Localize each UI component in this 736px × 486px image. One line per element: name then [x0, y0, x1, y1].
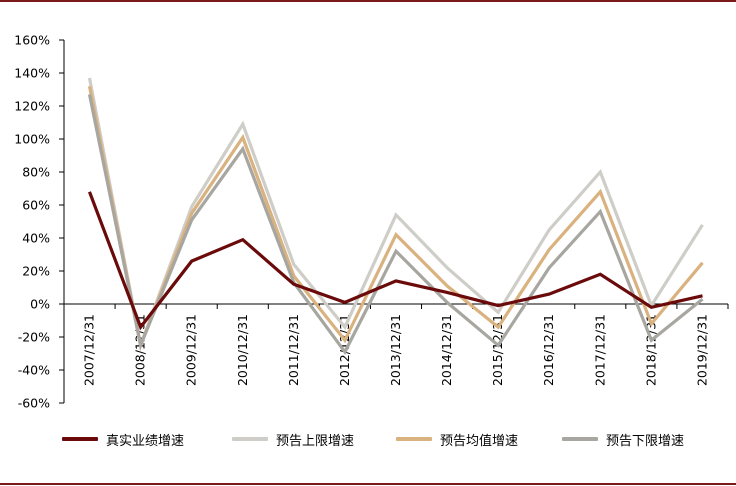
x-tick-label: 2015/12/31	[490, 314, 505, 386]
legend-swatch-0	[62, 437, 98, 441]
legend-swatch-1	[232, 437, 268, 441]
y-axis-ticks: 160% 140% 120% 100% 80% 60% 40% 20% 0% -20% -40% -6…	[14, 33, 64, 411]
legend-label-1: 预告上限增速	[276, 433, 355, 449]
y-tick-label: 160%	[14, 33, 50, 48]
x-tick-label: 2011/12/31	[286, 314, 301, 386]
y-tick-label: 60%	[22, 198, 50, 213]
x-tick-label: 2010/12/31	[235, 314, 250, 386]
y-tick-label: -20%	[18, 330, 50, 345]
top-rule	[0, 0, 736, 2]
legend-label-2: 预告均值增速	[440, 433, 519, 449]
legend: 真实业绩增速 预告上限增速 预告均值增速 预告下限增速	[0, 428, 736, 450]
y-tick-label: 100%	[14, 132, 50, 147]
y-tick-label: 0%	[30, 297, 50, 312]
series-line-1	[87, 77, 704, 352]
x-axis-ticks: 2007/12/31 2008/12/31 2009/12/31 2010/12/31…	[63, 304, 729, 386]
x-tick-label: 2013/12/31	[388, 314, 403, 386]
x-tick-label: 2014/12/31	[439, 314, 454, 386]
x-tick-label: 2007/12/31	[82, 314, 97, 386]
y-tick-label: 80%	[22, 165, 50, 180]
series-line-3	[87, 94, 704, 355]
x-tick-label: 2019/12/31	[694, 314, 709, 386]
series-line-0	[88, 191, 703, 331]
axes	[63, 40, 728, 403]
y-tick-label: -60%	[18, 396, 50, 411]
legend-item-3: 预告下限增速	[562, 428, 684, 450]
legend-item-1: 预告上限增速	[232, 428, 354, 450]
x-tick-label: 2017/12/31	[592, 314, 607, 386]
y-tick-label: 120%	[14, 99, 50, 114]
legend-item-0: 真实业绩增速	[62, 428, 184, 450]
bottom-rule	[0, 483, 736, 485]
y-tick-label: 40%	[22, 231, 50, 246]
legend-swatch-2	[396, 437, 432, 441]
y-tick-label: 20%	[22, 264, 50, 279]
y-tick-label: 140%	[14, 66, 50, 81]
legend-item-2: 预告均值增速	[396, 428, 518, 450]
series-lines	[87, 77, 704, 355]
series-line-2	[87, 85, 704, 352]
legend-label-0: 真实业绩增速	[106, 433, 185, 449]
legend-label-3: 预告下限增速	[606, 433, 685, 449]
x-tick-label: 2009/12/31	[184, 314, 199, 386]
y-tick-label: -40%	[18, 363, 50, 378]
x-tick-label: 2016/12/31	[541, 314, 556, 386]
legend-swatch-3	[562, 437, 598, 441]
